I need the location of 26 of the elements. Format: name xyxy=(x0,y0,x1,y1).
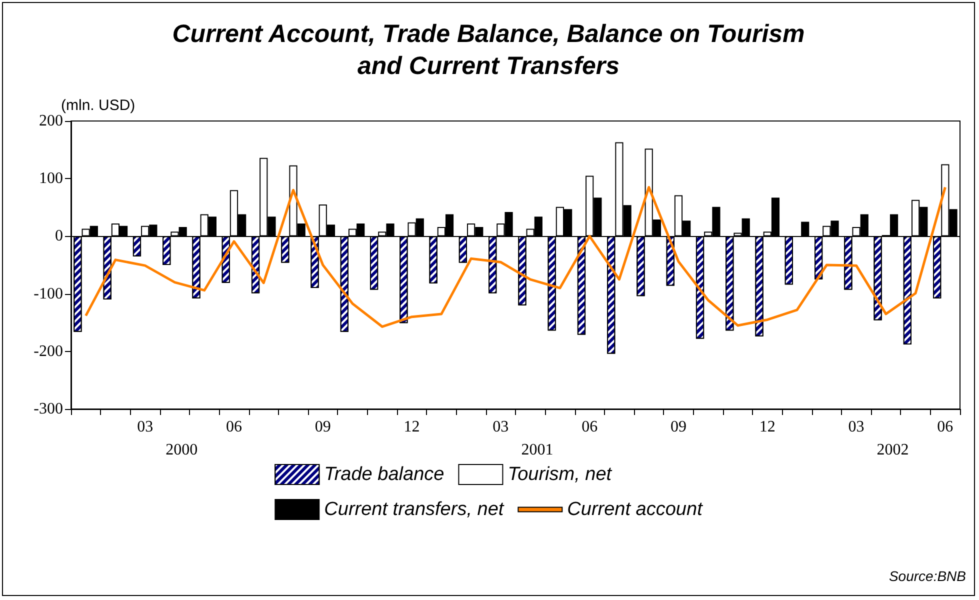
y-tick-label: 100 xyxy=(39,170,63,188)
legend-label: Trade balance xyxy=(324,464,444,485)
y-axis-title: (mln. USD) xyxy=(61,97,136,114)
y-tick-label: -200 xyxy=(34,342,63,360)
x-tick-label: 03 xyxy=(137,418,154,436)
legend-label: Tourism, net xyxy=(508,464,612,485)
x-tick-label: 03 xyxy=(492,418,509,436)
y-tick-label: 0 xyxy=(55,228,63,245)
text: 2002 xyxy=(876,442,909,458)
y-tick-label: -100 xyxy=(34,285,63,302)
legend-label: Current transfers, net xyxy=(324,499,504,520)
x-tick-label: 12 xyxy=(404,418,420,436)
source-note: Source:BNB xyxy=(888,568,966,584)
y-tick-label: -300 xyxy=(34,400,63,418)
x-tick-label: 09 xyxy=(314,418,331,436)
x-tick-label: 06 xyxy=(582,418,598,436)
text: 2000 xyxy=(166,442,198,458)
chart-title: Current Account, Trade Balance, Balance on Tourism and Current Transfers xyxy=(172,20,805,80)
x-tick-label: 09 xyxy=(670,418,686,436)
x-tick-label: 06 xyxy=(937,418,954,436)
x-tick-label: 12 xyxy=(759,418,776,436)
text: 2001 xyxy=(521,442,554,458)
legend-label: Current account xyxy=(567,499,704,520)
y-tick-label: 200 xyxy=(39,112,63,130)
x-tick-label: 03 xyxy=(848,418,864,436)
x-tick-label: 06 xyxy=(226,418,242,436)
